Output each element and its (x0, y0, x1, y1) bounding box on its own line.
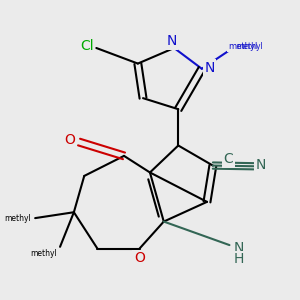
Text: H: H (234, 252, 244, 266)
Text: Cl: Cl (80, 39, 94, 53)
Text: methyl: methyl (4, 214, 31, 223)
Text: N: N (166, 34, 177, 48)
Text: N: N (234, 241, 244, 255)
Text: O: O (64, 133, 75, 147)
Text: methyl: methyl (236, 42, 263, 51)
Text: N: N (256, 158, 266, 172)
Text: methyl: methyl (31, 249, 57, 258)
Text: N: N (204, 61, 214, 75)
Text: methyl: methyl (229, 42, 258, 51)
Text: C: C (224, 152, 233, 166)
Text: O: O (134, 251, 145, 265)
